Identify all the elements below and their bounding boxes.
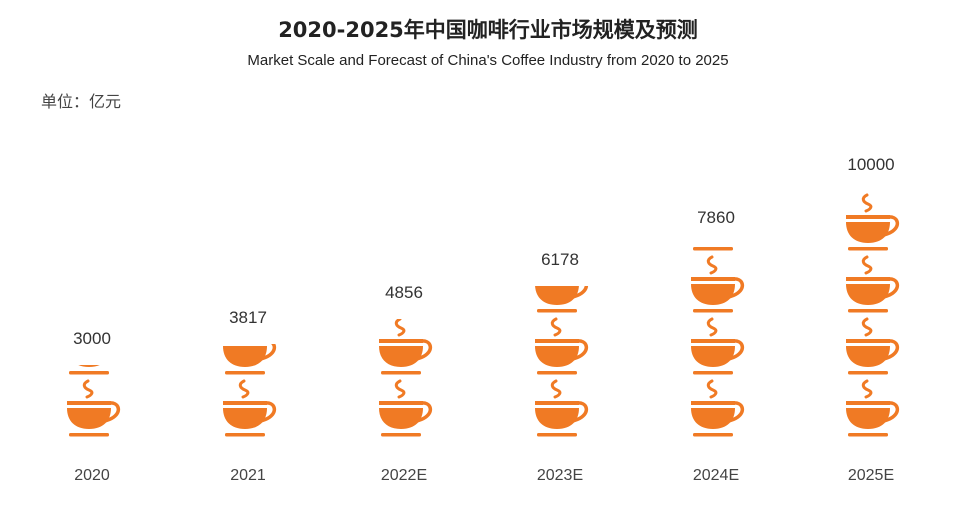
category-label: 2022E (380, 467, 428, 484)
chart-column: 6178 2023E (500, 0, 620, 505)
coffee-cup-icon (531, 377, 589, 439)
coffee-cup-icon-partial (375, 319, 433, 377)
coffee-cup-icon-partial (687, 244, 745, 253)
chart-subtitle: Market Scale and Forecast of China's Cof… (247, 52, 729, 69)
chart-column: 3000 2020 (32, 0, 152, 505)
coffee-cup-icon (219, 377, 277, 439)
chart-column: 7860 2024E (656, 0, 776, 505)
chart-column: 4856 2022E (344, 0, 464, 505)
unit-label: 单位：亿元 (41, 92, 122, 111)
coffee-cup-icon (687, 315, 745, 377)
coffee-cup-icon-partial (63, 365, 121, 377)
value-label: 10000 (847, 155, 895, 174)
value-label: 3000 (73, 329, 111, 348)
coffee-cup-icon (63, 377, 121, 439)
chart-column: 3817 2021 (188, 0, 308, 505)
coffee-cup-icon (687, 253, 745, 315)
category-label: 2023E (536, 467, 584, 484)
coffee-cup-icon-partial (219, 344, 277, 377)
coffee-cup-icon (842, 253, 900, 315)
value-label: 7860 (697, 208, 735, 227)
value-label: 4856 (385, 283, 423, 302)
category-label: 2021 (230, 467, 266, 484)
value-label: 6178 (541, 250, 579, 269)
coffee-cup-icon (375, 377, 433, 439)
chart-title: 2020-2025年中国咖啡行业市场规模及预测 (278, 18, 698, 42)
coffee-cup-icon (687, 377, 745, 439)
coffee-cup-icon (531, 315, 589, 377)
category-label: 2020 (74, 467, 110, 484)
coffee-cup-icon (842, 315, 900, 377)
coffee-cup-icon-partial (531, 286, 589, 315)
value-label: 3817 (229, 308, 267, 327)
coffee-cup-icon (842, 377, 900, 439)
category-label: 2024E (692, 467, 740, 484)
chart-column: 10000 2025E (811, 0, 931, 505)
coffee-cup-icon (842, 191, 900, 253)
category-label: 2025E (847, 467, 895, 484)
